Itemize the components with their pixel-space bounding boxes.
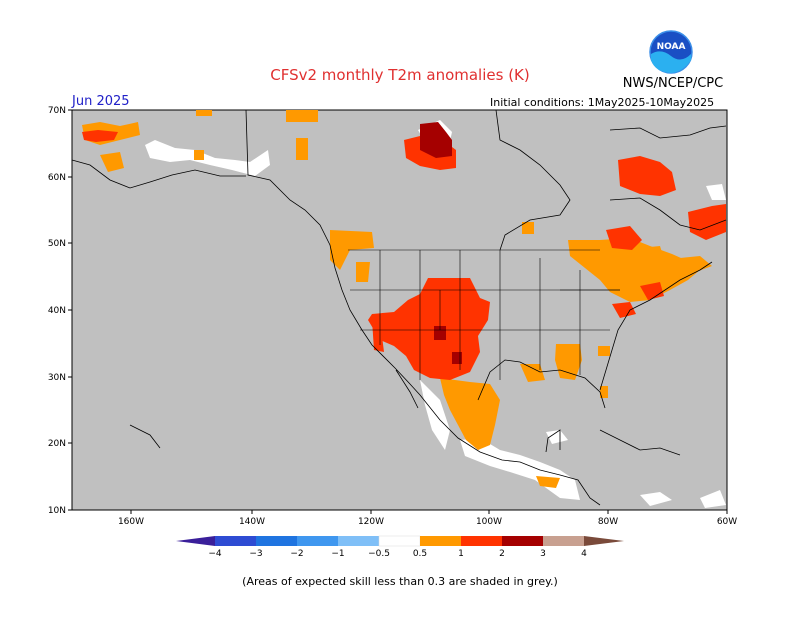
footnote: (Areas of expected skill less than 0.3 a… <box>242 575 558 588</box>
colorbar-label: 3 <box>540 549 546 559</box>
lon-label-160w: 160W <box>118 517 144 527</box>
colorbar-label: 2 <box>499 549 505 559</box>
anomaly-regions-orange <box>82 110 712 488</box>
valid-month: Jun 2025 <box>72 94 130 109</box>
coastlines <box>71 109 727 506</box>
logo-text: NOAA <box>657 42 686 52</box>
lat-label-30n: 30N <box>48 373 66 383</box>
noaa-logo: NOAA <box>649 30 693 74</box>
colorbar-label: −3 <box>249 549 262 559</box>
anomaly-regions-darkred <box>420 122 462 364</box>
colorbar-label: −2 <box>290 549 303 559</box>
colorbar-label: −0.5 <box>368 549 390 559</box>
lon-label-140w: 140W <box>239 517 265 527</box>
lat-label-10n: 10N <box>48 506 66 516</box>
lat-label-70n: 70N <box>48 106 66 116</box>
lat-label-40n: 40N <box>48 306 66 316</box>
colorbar-label: −4 <box>208 549 222 559</box>
lat-label-50n: 50N <box>48 239 66 249</box>
lat-ticks <box>68 109 72 511</box>
lon-label-120w: 120W <box>358 517 384 527</box>
lat-label-60n: 60N <box>48 173 66 183</box>
colorbar-label: 4 <box>581 549 587 559</box>
state-borders <box>348 249 620 380</box>
lon-label-80w: 80W <box>598 517 618 527</box>
colorbar-label: 0.5 <box>413 549 427 559</box>
map-title: CFSv2 monthly T2m anomalies (K) <box>270 66 530 84</box>
lon-label-60w: 60W <box>717 517 737 527</box>
colorbar-label: −1 <box>331 549 344 559</box>
colorbar-label: 1 <box>458 549 464 559</box>
agency-label: NWS/NCEP/CPC <box>622 76 724 91</box>
initial-conditions: Initial conditions: 1May2025-10May2025 <box>490 96 715 109</box>
lon-label-100w: 100W <box>476 517 502 527</box>
lon-ticks <box>130 510 728 514</box>
anomaly-map: 70N 60N 50N 40N 30N 20N 10N 160W 140W 12… <box>48 106 737 527</box>
lat-label-20n: 20N <box>48 439 66 449</box>
